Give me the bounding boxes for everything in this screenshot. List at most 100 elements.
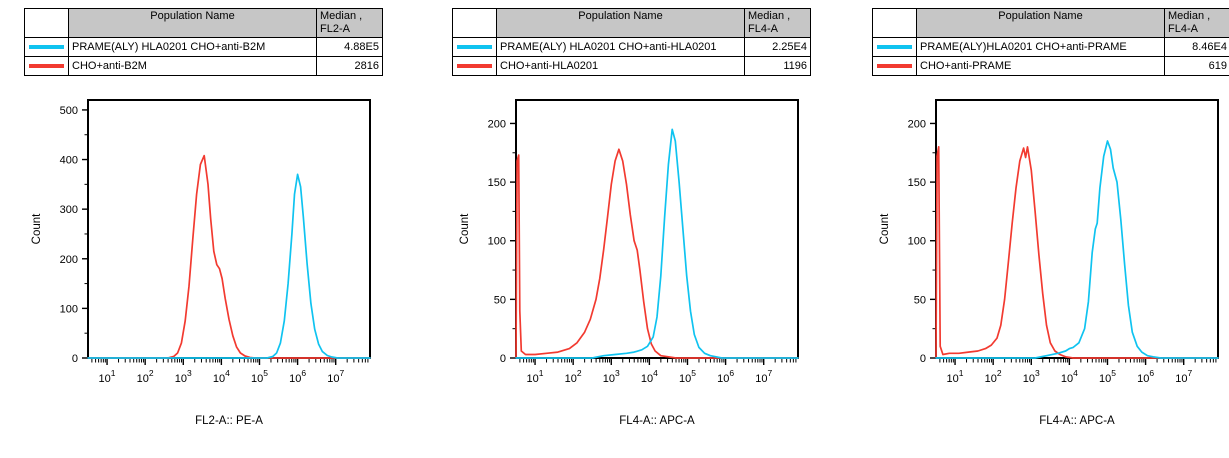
series-curve bbox=[87, 173, 371, 359]
x-tick-label: 104 bbox=[641, 368, 658, 385]
population-name-header: Population Name bbox=[916, 8, 1165, 38]
histogram-chart: 0 100 200 300 400 500 101 102 103 104 105 106 107 Cou… bbox=[24, 88, 396, 438]
population-name-header: Population Name bbox=[496, 8, 745, 38]
y-tick-label: 300 bbox=[60, 204, 78, 216]
population-table: Population Name Median , FL2-A PRAME(ALY… bbox=[24, 8, 383, 76]
x-axis-title: FL4-A:: APC-A bbox=[1039, 415, 1115, 427]
population-name-cell: PRAME(ALY)HLA0201 CHO+anti-PRAME bbox=[916, 37, 1165, 57]
y-axis-title: Count bbox=[879, 213, 891, 244]
population-name-cell: CHO+anti-PRAME bbox=[916, 56, 1165, 76]
y-tick-label: 0 bbox=[500, 353, 506, 365]
x-tick-label: 107 bbox=[755, 368, 772, 385]
y-tick-label: 0 bbox=[920, 353, 926, 365]
y-tick-label: 50 bbox=[914, 294, 926, 306]
x-tick-label: 103 bbox=[603, 368, 620, 385]
y-tick-label: 100 bbox=[60, 303, 78, 315]
x-axis-ticks: 101 102 103 104 105 106 107 bbox=[91, 359, 369, 385]
x-tick-label: 107 bbox=[327, 368, 344, 385]
series-color-swatch bbox=[877, 64, 912, 68]
table-row: CHO+anti-PRAME 619 bbox=[872, 56, 1229, 76]
median-value-cell: 2816 bbox=[316, 56, 383, 76]
y-tick-label: 200 bbox=[60, 254, 78, 266]
x-axis-ticks: 101 102 103 104 105 106 107 bbox=[519, 359, 797, 385]
population-table: Population Name Median , FL4-A PRAME(ALY… bbox=[452, 8, 811, 76]
median-value-cell: 2.25E4 bbox=[744, 37, 811, 57]
series-curve bbox=[935, 146, 1219, 359]
swatch-cell bbox=[452, 37, 497, 57]
y-tick-label: 100 bbox=[488, 236, 506, 248]
median-header-line2: FL4-A bbox=[748, 23, 778, 35]
x-tick-label: 106 bbox=[1137, 368, 1154, 385]
x-tick-label: 103 bbox=[1023, 368, 1040, 385]
y-axis-ticks: 0 50 100 150 200 bbox=[488, 118, 515, 365]
series-color-swatch bbox=[877, 45, 912, 49]
table-row: CHO+anti-B2M 2816 bbox=[24, 56, 383, 76]
table-header-row: Population Name Median , FL4-A bbox=[452, 8, 811, 38]
median-header-line1: Median , bbox=[1168, 10, 1211, 22]
median-value-cell: 619 bbox=[1164, 56, 1229, 76]
plot-frame bbox=[935, 99, 1219, 359]
x-tick-label: 107 bbox=[1175, 368, 1192, 385]
series-curve bbox=[515, 128, 799, 359]
x-tick-label: 105 bbox=[1099, 368, 1116, 385]
median-header: Median , FL4-A bbox=[744, 8, 811, 38]
y-axis-ticks: 0 100 200 300 400 500 bbox=[60, 105, 87, 365]
histogram-svg: 0 50 100 150 200 101 102 103 104 105 106 107 Count FL… bbox=[879, 99, 1219, 427]
median-header-line2: FL2-A bbox=[320, 23, 350, 35]
x-tick-label: 102 bbox=[985, 368, 1002, 385]
median-value-cell: 4.88E5 bbox=[316, 37, 383, 57]
population-name-cell: PRAME(ALY) HLA0201 CHO+anti-HLA0201 bbox=[496, 37, 745, 57]
table-row: PRAME(ALY)HLA0201 CHO+anti-PRAME 8.46E4 bbox=[872, 37, 1229, 57]
swatch-cell bbox=[24, 56, 69, 76]
x-axis-title: FL2-A:: PE-A bbox=[195, 415, 263, 427]
x-tick-label: 105 bbox=[679, 368, 696, 385]
population-name-cell: PRAME(ALY) HLA0201 CHO+anti-B2M bbox=[68, 37, 317, 57]
y-tick-label: 200 bbox=[908, 118, 926, 130]
y-tick-label: 0 bbox=[72, 353, 78, 365]
panel-anti-prame: Population Name Median , FL4-A PRAME(ALY… bbox=[872, 8, 1229, 438]
population-table: Population Name Median , FL4-A PRAME(ALY… bbox=[872, 8, 1229, 76]
series-color-swatch bbox=[457, 64, 492, 68]
x-axis-title: FL4-A:: APC-A bbox=[619, 415, 695, 427]
x-axis-ticks: 101 102 103 104 105 106 107 bbox=[939, 359, 1217, 385]
series-color-swatch bbox=[457, 45, 492, 49]
y-tick-label: 400 bbox=[60, 155, 78, 167]
median-value-cell: 1196 bbox=[744, 56, 811, 76]
y-tick-label: 100 bbox=[908, 236, 926, 248]
histogram-svg: 0 50 100 150 200 101 102 103 104 105 106 107 Count FL… bbox=[459, 99, 799, 427]
x-tick-label: 104 bbox=[213, 368, 230, 385]
y-tick-label: 150 bbox=[488, 177, 506, 189]
y-axis-title: Count bbox=[31, 213, 43, 244]
x-tick-label: 102 bbox=[565, 368, 582, 385]
swatch-cell bbox=[872, 56, 917, 76]
y-tick-label: 150 bbox=[908, 177, 926, 189]
y-axis-title: Count bbox=[459, 213, 471, 244]
median-header-line1: Median , bbox=[320, 10, 363, 22]
median-value-cell: 8.46E4 bbox=[1164, 37, 1229, 57]
table-header-row: Population Name Median , FL2-A bbox=[24, 8, 383, 38]
median-header-line1: Median , bbox=[748, 10, 791, 22]
panel-anti-b2m: Population Name Median , FL2-A PRAME(ALY… bbox=[24, 8, 396, 438]
population-name-cell: CHO+anti-B2M bbox=[68, 56, 317, 76]
table-row: CHO+anti-HLA0201 1196 bbox=[452, 56, 811, 76]
x-tick-label: 104 bbox=[1061, 368, 1078, 385]
x-tick-label: 106 bbox=[717, 368, 734, 385]
panel-anti-hla0201: Population Name Median , FL4-A PRAME(ALY… bbox=[452, 8, 824, 438]
series-curve bbox=[935, 140, 1219, 359]
y-tick-label: 50 bbox=[494, 294, 506, 306]
population-name-cell: CHO+anti-HLA0201 bbox=[496, 56, 745, 76]
x-tick-label: 105 bbox=[251, 368, 268, 385]
x-tick-label: 103 bbox=[175, 368, 192, 385]
histogram-chart: 0 50 100 150 200 101 102 103 104 105 106 107 Count FL… bbox=[452, 88, 824, 438]
table-row: PRAME(ALY) HLA0201 CHO+anti-HLA0201 2.25E… bbox=[452, 37, 811, 57]
x-tick-label: 101 bbox=[99, 368, 116, 385]
swatch-header-cell bbox=[452, 8, 497, 38]
table-row: PRAME(ALY) HLA0201 CHO+anti-B2M 4.88E5 bbox=[24, 37, 383, 57]
swatch-cell bbox=[452, 56, 497, 76]
y-tick-label: 200 bbox=[488, 118, 506, 130]
swatch-header-cell bbox=[872, 8, 917, 38]
y-tick-label: 500 bbox=[60, 105, 78, 117]
series-curve bbox=[87, 154, 371, 359]
swatch-cell bbox=[872, 37, 917, 57]
histogram-chart: 0 50 100 150 200 101 102 103 104 105 106 107 Count FL… bbox=[872, 88, 1229, 438]
